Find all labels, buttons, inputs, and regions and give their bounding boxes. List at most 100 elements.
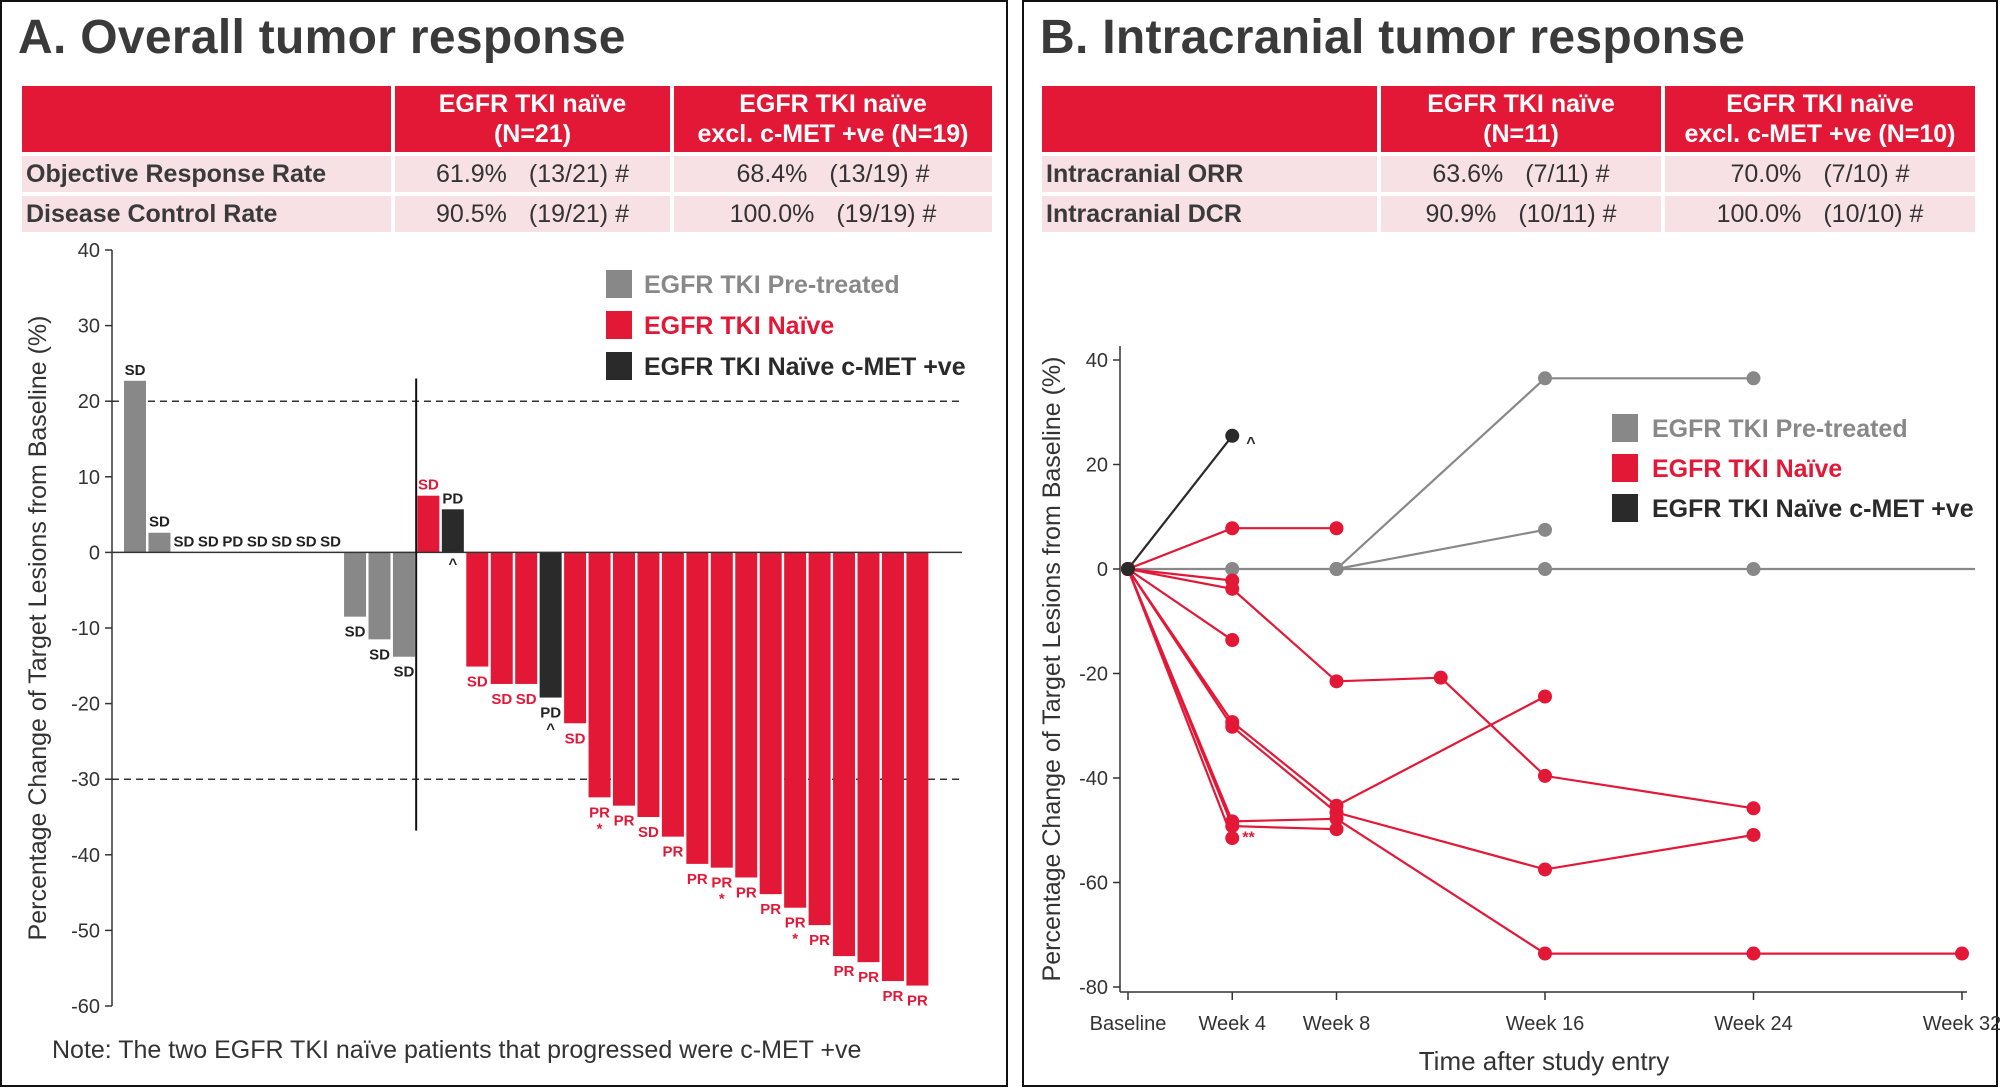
bar (539, 552, 562, 698)
bar-label: SD (125, 362, 146, 379)
series-line (1127, 568, 1754, 871)
count-value: (7/10) # (1823, 160, 1910, 188)
row-label: Intracranial ORR (1042, 156, 1377, 192)
bar-label: SD (345, 624, 366, 641)
legend-swatch (606, 352, 632, 380)
panel-intracranial-response: B. Intracranial tumor response EGFR TKI … (1022, 0, 2000, 1087)
bar-label: SD (638, 824, 659, 841)
data-point (1538, 371, 1552, 386)
data-point (1225, 562, 1240, 576)
bar-marker: * (792, 931, 798, 948)
panel-overall-response: A. Overall tumor response EGFR TKI naïve… (0, 0, 1008, 1087)
table-header-naive-excl-cmet: EGFR TKI naïve excl. c-MET +ve (N=10) (1665, 86, 1975, 152)
bar-label: SD (394, 664, 415, 681)
row-value: 61.9% (13/21) # (395, 156, 670, 192)
x-tick-label: Baseline (1090, 1013, 1167, 1035)
y-tick-label: 0 (89, 542, 100, 564)
point-annotation: ^ (1246, 435, 1255, 452)
row-value: 68.4% (13/19) # (674, 156, 992, 192)
legend-label: EGFR TKI Pre-treated (644, 271, 900, 299)
table-row: Intracranial ORR 63.6% (7/11) # 70.0% (7/1… (1042, 156, 1975, 192)
bar-label: PR (858, 969, 879, 986)
bar (490, 552, 513, 684)
data-point (1538, 562, 1552, 576)
data-point (1746, 827, 1761, 842)
header-line2: (N=21) (493, 120, 572, 148)
bar-label: PR (711, 875, 732, 892)
panel-b-title: B. Intracranial tumor response (1040, 11, 1746, 64)
data-point (1538, 768, 1552, 783)
x-tick-label: Week 32 (1923, 1013, 2000, 1035)
panel-a-title: A. Overall tumor response (18, 11, 626, 64)
series-line (1127, 568, 1233, 642)
data-point (1746, 801, 1761, 816)
y-tick-label: -10 (71, 618, 100, 640)
bar (637, 552, 660, 817)
bar-label: SD (198, 533, 219, 550)
row-value: 70.0% (7/10) # (1665, 156, 1975, 192)
bar (833, 552, 856, 957)
bar (808, 552, 831, 926)
data-point (1329, 521, 1344, 536)
y-axis-label: Percentage Change of Target Lesions from… (1038, 357, 1066, 982)
bar (784, 552, 807, 908)
data-point (1329, 811, 1344, 826)
data-point (1121, 562, 1135, 576)
row-value: 100.0% (19/19) # (674, 196, 992, 232)
footnote: Note: The two EGFR TKI naïve patients th… (52, 1036, 862, 1064)
row-value: 63.6% (7/11) # (1381, 156, 1661, 192)
data-point (1746, 371, 1761, 386)
table-header-naive: EGFR TKI naïve (N=11) (1381, 86, 1661, 152)
data-point (1746, 946, 1761, 961)
rate-value: 100.0% (1716, 200, 1802, 228)
bar (564, 552, 587, 724)
count-value: (10/10) # (1823, 200, 1924, 228)
table-header-naive-excl-cmet: EGFR TKI naïve excl. c-MET +ve (N=19) (674, 86, 992, 152)
bar-label: PD (442, 490, 463, 507)
y-tick-label: -40 (1079, 768, 1108, 790)
series-line (1126, 568, 1962, 955)
bar-label: SD (247, 533, 268, 550)
header-line1: EGFR TKI naïve (739, 90, 927, 118)
row-value: 90.5% (19/21) # (395, 196, 670, 232)
bar-label: PR (883, 988, 904, 1005)
data-point (1225, 521, 1240, 536)
series-line (1336, 528, 1546, 571)
bar (686, 552, 709, 864)
bar-marker: ^ (448, 555, 457, 572)
row-value: 100.0% (10/10) # (1665, 196, 1975, 232)
header-line1: EGFR TKI naïve (1726, 90, 1914, 118)
legend-swatch (1612, 494, 1638, 522)
bar-label: SD (271, 533, 292, 550)
row-label: Intracranial DCR (1042, 196, 1377, 232)
header-line1: EGFR TKI naïve (1427, 90, 1615, 118)
rate-value: 90.5% (436, 200, 507, 228)
bar-label: PR (687, 871, 708, 888)
legend-swatch (1612, 414, 1638, 442)
data-point (1746, 562, 1761, 576)
y-tick-label: 40 (78, 240, 100, 262)
header-line2: excl. c-MET +ve (N=19) (697, 120, 969, 148)
rate-value: 61.9% (436, 160, 507, 188)
series-line (1127, 435, 1234, 570)
y-tick-label: 20 (1086, 455, 1108, 477)
data-point (1225, 831, 1240, 846)
legend-label: EGFR TKI Naïve (644, 312, 834, 340)
count-value: (10/11) # (1518, 200, 1617, 228)
bar-label: SD (516, 691, 537, 708)
header-line2: excl. c-MET +ve (N=10) (1684, 120, 1956, 148)
y-tick-label: -40 (71, 845, 100, 867)
y-tick-label: 20 (78, 391, 100, 413)
data-point (1433, 670, 1448, 685)
bar (392, 552, 415, 657)
bar (735, 552, 758, 878)
bar-label: PR (785, 915, 806, 932)
bar-label: SD (418, 477, 439, 494)
bar (588, 552, 611, 798)
table-row: Objective Response Rate 61.9% (13/21) # 6… (22, 156, 992, 192)
rate-value: 70.0% (1730, 160, 1802, 188)
bar (613, 552, 635, 806)
count-value: (13/19) # (829, 160, 930, 188)
legend-label: EGFR TKI Naïve (1652, 455, 1842, 483)
data-point (1225, 581, 1240, 596)
